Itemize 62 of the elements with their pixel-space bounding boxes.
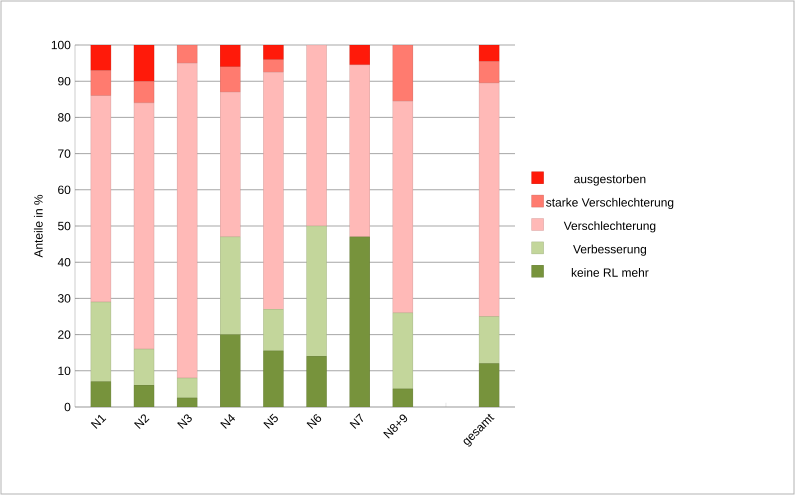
- bar: [392, 100, 414, 314]
- bar: [134, 102, 154, 350]
- bar: [478, 44, 500, 62]
- bar: [478, 363, 500, 407]
- bar: [263, 350, 284, 407]
- bar: [220, 66, 240, 92]
- bar: [392, 388, 414, 407]
- x-tick-label: N6: [306, 414, 322, 429]
- y-tick-label: 20: [58, 330, 70, 339]
- legend-label: keine RL mehr: [572, 268, 649, 277]
- bar: [478, 61, 500, 84]
- y-tick-label: 90: [58, 76, 70, 86]
- bar: [220, 236, 240, 335]
- bar: [176, 378, 198, 398]
- y-tick-label: 100: [52, 40, 70, 50]
- bar: [134, 80, 154, 104]
- y-tick-label: 30: [58, 294, 70, 303]
- bar: [478, 82, 500, 317]
- bar: [176, 62, 198, 378]
- bar: [90, 302, 112, 382]
- x-tick-label: N2: [134, 414, 150, 429]
- x-tick-label: N7: [350, 413, 364, 429]
- bar: [350, 44, 370, 66]
- bar: [306, 44, 327, 226]
- x-tick-label: N1: [90, 414, 106, 429]
- bar: [90, 70, 112, 96]
- x-tick-label: N3: [177, 414, 192, 429]
- y-tick-label: 70: [58, 149, 70, 158]
- bar: [306, 226, 327, 357]
- bar: [263, 72, 284, 310]
- y-tick-label: 10: [58, 366, 70, 376]
- bar: [134, 44, 154, 82]
- y-tick-label: 60: [58, 186, 70, 194]
- bar: [263, 59, 284, 72]
- bar: [392, 44, 414, 102]
- bar: [306, 356, 327, 407]
- x-tick-label: N5: [263, 414, 278, 429]
- x-tick-label: N4: [220, 414, 236, 429]
- bar: [220, 44, 240, 67]
- bar: [176, 44, 198, 64]
- text: Verbesserung: [573, 244, 646, 256]
- bar: [134, 385, 154, 407]
- bar: [90, 44, 112, 71]
- bar: [90, 95, 112, 302]
- bar: [220, 92, 240, 238]
- y-tick-label: 80: [58, 113, 70, 122]
- bar: [90, 381, 112, 407]
- bar: [478, 316, 500, 364]
- legend-label: starke Verschlechterung: [546, 198, 674, 210]
- bar: [134, 348, 154, 386]
- y-tick-label: 0: [64, 402, 70, 412]
- bar: [350, 236, 370, 407]
- bar: [263, 309, 284, 352]
- text: ausgestorben: [574, 174, 646, 186]
- bar: [263, 44, 284, 60]
- y-tick-label: 40: [58, 258, 70, 266]
- y-tick-label: 50: [58, 222, 70, 230]
- bar: [220, 334, 240, 407]
- bar: [350, 64, 370, 238]
- y-axis-title: Anteile in %: [34, 194, 43, 258]
- legend-label: Verschlechterung: [564, 221, 656, 232]
- bar: [392, 312, 414, 390]
